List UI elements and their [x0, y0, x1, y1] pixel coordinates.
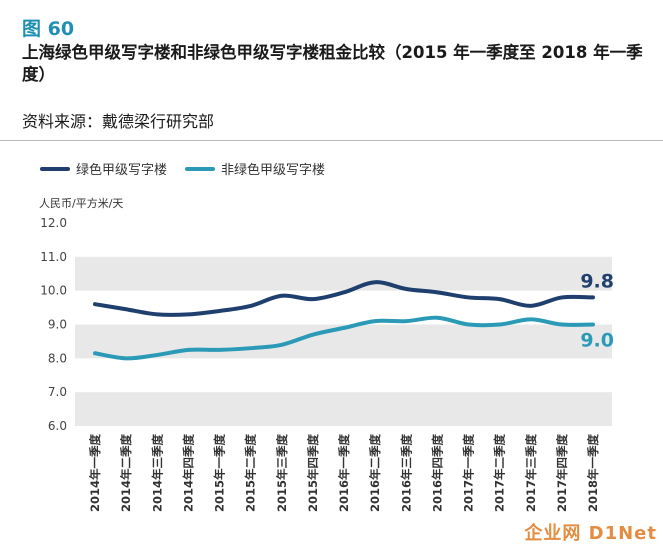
y-tick-label: 8.0 — [48, 351, 67, 365]
x-tick-label: 2015年三季度 — [275, 434, 289, 513]
series-line-green — [93, 280, 595, 317]
x-tick-label: 2014年一季度 — [88, 434, 102, 513]
y-tick-label: 9.0 — [48, 318, 67, 332]
x-tick-label: 2014年四季度 — [181, 434, 195, 513]
legend-label-green: 绿色甲级写字楼 — [76, 163, 168, 178]
x-tick-label: 2015年四季度 — [306, 434, 320, 513]
x-tick-label: 2014年二季度 — [119, 434, 133, 513]
data-source: 资料来源：戴德梁行研究部 — [22, 112, 215, 131]
legend-label-non-green: 非绿色甲级写字楼 — [221, 163, 326, 178]
legend-swatch-non-green — [185, 166, 216, 171]
x-tick-label: 2015年二季度 — [244, 434, 258, 513]
x-tick-label: 2016年四季度 — [430, 434, 444, 513]
x-tick-label: 2017年四季度 — [555, 434, 569, 513]
end-label-green: 9.8 — [580, 270, 614, 292]
y-tick-label: 7.0 — [48, 385, 67, 399]
x-tick-label: 2016年二季度 — [368, 434, 382, 513]
x-tick-label: 2014年三季度 — [150, 434, 164, 513]
figure-number: 图 60 — [22, 18, 75, 40]
x-tick-label: 2018年一季度 — [586, 434, 600, 513]
legend-item-non-green: 非绿色甲级写字楼 — [185, 159, 325, 178]
legend-item-green: 绿色甲级写字楼 — [40, 159, 167, 178]
x-tick-label: 2015年一季度 — [213, 434, 227, 513]
y-tick-label: 12.0 — [40, 216, 67, 230]
legend-swatch-green — [40, 166, 70, 171]
x-tick-label: 2017年二季度 — [493, 434, 507, 513]
grid-band — [75, 256, 612, 291]
y-tick-label: 10.0 — [40, 284, 67, 298]
divider — [0, 140, 663, 141]
x-tick-label: 2017年三季度 — [524, 434, 538, 513]
chart-legend: 绿色甲级写字楼 非绿色甲级写字楼 — [40, 159, 343, 178]
series-line-non-green — [93, 315, 595, 361]
x-tick-label: 2017年一季度 — [462, 434, 476, 513]
y-tick-label: 11.0 — [40, 250, 67, 264]
x-tick-label: 2016年一季度 — [337, 434, 351, 513]
end-label-non-green: 9.0 — [580, 330, 614, 352]
x-tick-label: 2016年三季度 — [399, 434, 413, 513]
watermark-logo: 企业网 D1Net — [524, 523, 657, 544]
y-axis-unit-label: 人民币/平方米/天 — [39, 197, 124, 210]
y-tick-label: 6.0 — [48, 419, 67, 433]
figure-title: 上海绿色甲级写字楼和非绿色甲级写字楼租金比较（2015 年一季度至 2018 年… — [22, 43, 643, 84]
grid-band — [75, 392, 612, 426]
